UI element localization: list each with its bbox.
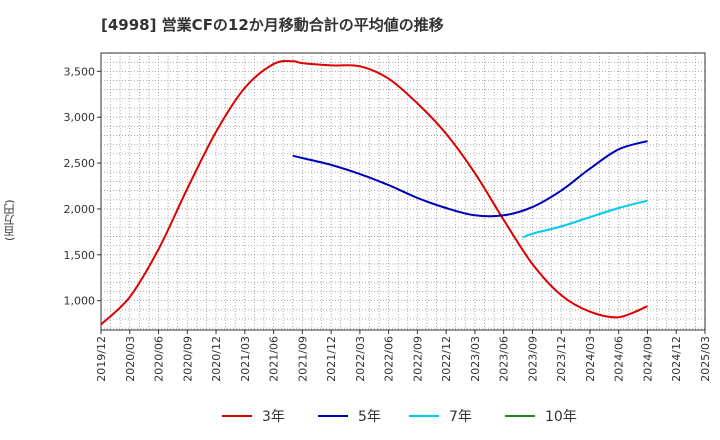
series-line-5年 [292,140,648,218]
legend-label-3y: 3年 [262,409,285,425]
chart-title: [4998] 営業CFの12か月移動合計の平均値の推移 [101,16,444,34]
legend-swatch-7y [409,415,439,417]
x-tick-label: 2024/06 [613,336,626,382]
x-tick-label: 2023/09 [526,336,539,382]
x-axis-ticks: 2019/12 2020/03 2020/06 2020/09 2020/12 2021/… [95,330,712,382]
x-tick-label: 2020/12 [210,336,223,382]
legend-label-5y: 5年 [358,409,381,425]
legend-swatch-5y [318,415,348,417]
legend-swatch-3y [222,415,252,417]
legend-item-3y: 3年 [222,404,285,428]
y-tick-label: 2,000 [64,203,96,216]
legend-item-10y: 10年 [505,404,577,428]
x-tick-label: 2021/12 [325,336,338,382]
y-tick-label: 1,500 [64,249,96,262]
x-tick-label: 2025/03 [699,336,712,382]
x-tick-label: 2022/09 [411,336,424,382]
legend: 3年 5年 7年 10年 [0,404,720,428]
x-tick-label: 2022/06 [383,336,396,382]
x-tick-label: 2023/03 [469,336,482,382]
x-tick-label: 2020/09 [181,336,194,382]
x-tick-label: 2023/12 [555,336,568,382]
y-tick-label: 1,000 [64,295,96,308]
series-lines [100,60,648,326]
y-axis-ticks: 1,000 1,500 2,000 2,500 3,000 3,500 [64,65,101,308]
x-tick-label: 2019/12 [95,336,108,382]
legend-label-7y: 7年 [449,409,472,425]
x-tick-label: 2020/03 [124,336,137,382]
x-tick-label: 2024/12 [670,336,683,382]
legend-item-5y: 5年 [318,404,381,428]
legend-item-7y: 7年 [409,404,472,428]
y-tick-label: 2,500 [64,157,96,170]
x-tick-label: 2021/03 [239,336,252,382]
x-tick-label: 2024/09 [641,336,654,382]
x-tick-label: 2021/09 [296,336,309,382]
x-tick-label: 2023/06 [498,336,511,382]
plot-frame [100,52,706,331]
x-tick-label: 2020/06 [153,336,166,382]
series-line-3年 [100,60,648,326]
x-tick-label: 2022/03 [354,336,367,382]
x-tick-label: 2022/12 [440,336,453,382]
x-tick-label: 2024/03 [584,336,597,382]
x-tick-label: 2021/06 [268,336,281,382]
legend-label-10y: 10年 [545,409,577,425]
y-tick-label: 3,000 [64,111,96,124]
legend-swatch-10y [505,415,535,417]
series-line-7年 [522,199,648,239]
y-tick-label: 3,500 [64,65,96,78]
